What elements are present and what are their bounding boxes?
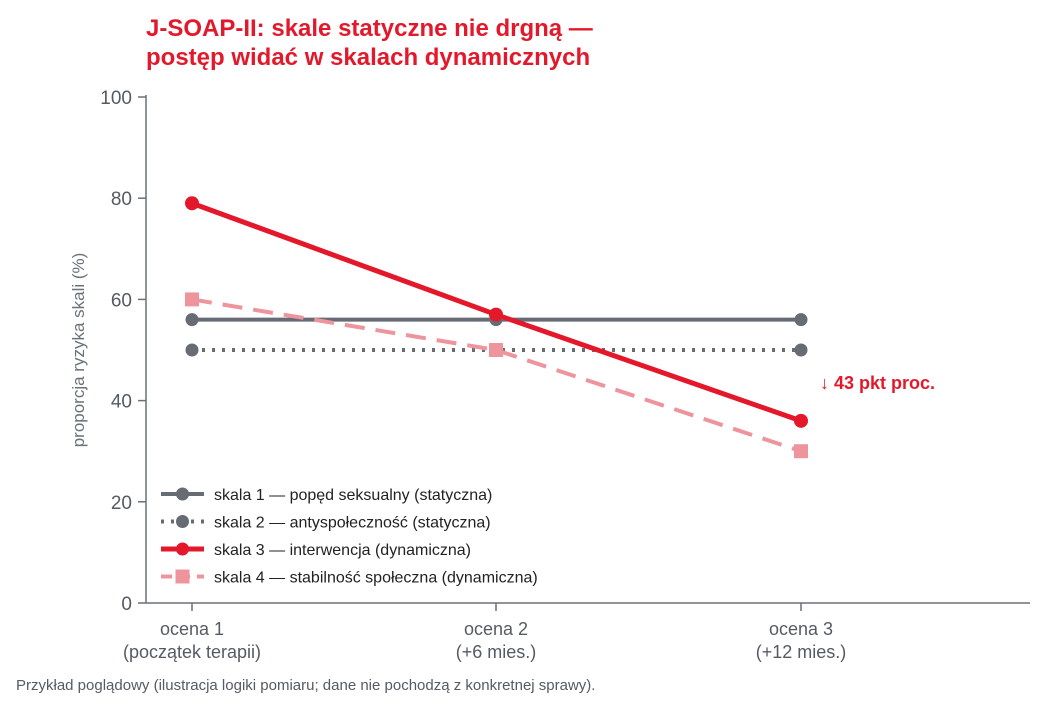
x-tick-label: (początek terapii) — [123, 642, 261, 662]
y-tick-label: 100 — [100, 88, 132, 109]
x-tick-label: ocena 2 — [464, 619, 528, 639]
x-ticks: ocena 1 (początek terapii) ocena 2 (+6 mies… — [123, 603, 846, 662]
y-tick-label: 80 — [111, 189, 132, 210]
data-point-skala-1 — [794, 313, 808, 327]
series-markers — [185, 196, 808, 459]
legend-label-skala-1: skala 1 — popęd seksualny (statyczna) — [214, 487, 492, 504]
legend-label-skala-2: skala 2 — antyspołeczność (statyczna) — [214, 515, 491, 532]
legend-label-skala-4: skala 4 — stabilność społeczna (dynamicz… — [214, 570, 538, 587]
y-axis-label: proporcja ryzyka skali (%) — [69, 253, 88, 448]
y-tick-label: 60 — [111, 290, 132, 311]
data-point-skala-3 — [185, 196, 199, 211]
y-ticks: 0 20 40 60 80 100 — [100, 88, 146, 615]
axes — [145, 95, 1030, 604]
data-point-skala-3 — [489, 307, 503, 322]
series-line-skala-4 — [191, 297, 802, 454]
chart-title-line-1: J-SOAP-II: skale statyczne nie drgną — — [146, 15, 593, 42]
legend-label-skala-3: skala 3 — interwencja (dynamiczna) — [214, 542, 471, 559]
y-tick-label: 20 — [111, 493, 132, 514]
y-tick-label: 0 — [121, 594, 132, 615]
x-tick-label: (+6 mies.) — [456, 642, 537, 662]
x-tick-label: ocena 1 — [160, 619, 224, 639]
x-tick-label: ocena 3 — [769, 619, 833, 639]
change-annotation: ↓ 43 pkt proc. — [820, 373, 935, 393]
data-point-skala-2 — [794, 343, 808, 357]
data-point-skala-4 — [794, 444, 808, 459]
legend-marker-skala-3 — [176, 542, 189, 556]
data-point-skala-3 — [794, 413, 808, 428]
data-point-skala-1 — [185, 313, 199, 327]
legend-marker-skala-1 — [176, 487, 189, 501]
y-tick-label: 40 — [111, 392, 132, 413]
series-lines — [191, 200, 802, 454]
legend-marker-skala-2 — [176, 515, 189, 528]
data-point-skala-2 — [185, 343, 199, 357]
footnote: Przykład poglądowy (ilustracja logiki po… — [16, 677, 595, 694]
x-tick-label: (+12 mies.) — [756, 642, 847, 662]
legend: skala 1 — popęd seksualny (statyczna) ska… — [161, 487, 538, 587]
data-point-skala-4 — [489, 343, 503, 357]
legend-marker-skala-4 — [175, 569, 190, 584]
chart-title-line-2: postęp widać w skalach dynamicznych — [146, 44, 590, 71]
data-point-skala-4 — [185, 292, 199, 307]
